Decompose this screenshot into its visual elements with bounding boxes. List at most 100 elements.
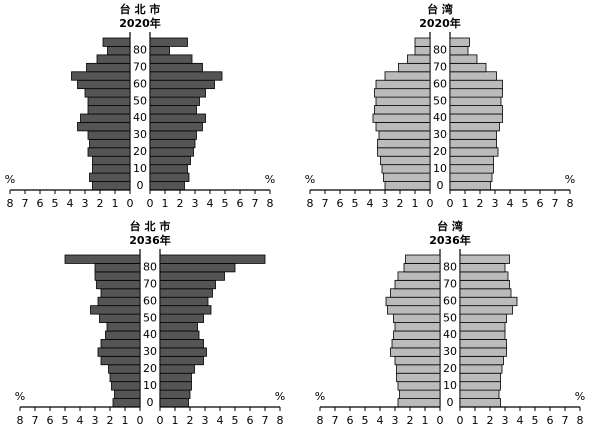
age-label: 0 — [437, 179, 444, 192]
x-tick-label: 4 — [377, 414, 384, 427]
bar — [149, 155, 191, 166]
bar — [159, 364, 195, 374]
bar — [159, 398, 189, 408]
x-tick-label: 6 — [47, 414, 54, 427]
age-label: 10 — [143, 379, 157, 392]
bar — [149, 46, 170, 56]
bar — [94, 271, 141, 281]
x-tick-label: 8 — [267, 197, 274, 210]
bar — [449, 164, 494, 174]
age-label: 30 — [433, 128, 447, 141]
x-tick-label: 7 — [322, 197, 329, 210]
bar — [149, 138, 196, 149]
bar — [385, 296, 441, 307]
bar — [87, 96, 131, 106]
chart-title: 台 湾 — [427, 2, 453, 16]
bar — [149, 130, 197, 140]
age-label: 60 — [443, 294, 457, 307]
bar — [459, 296, 518, 307]
age-label: 30 — [443, 345, 457, 358]
bar — [403, 263, 441, 273]
bar — [378, 130, 431, 140]
bar — [159, 355, 204, 366]
bar — [449, 113, 503, 123]
bar — [397, 271, 441, 281]
bar — [149, 181, 185, 191]
bar — [449, 122, 500, 132]
x-tick-label: 4 — [367, 197, 374, 210]
bar — [449, 130, 497, 140]
x-tick-label: 7 — [32, 414, 39, 427]
bar — [102, 37, 131, 47]
bar — [390, 347, 441, 357]
x-tick-label: 3 — [502, 414, 509, 427]
bar — [111, 381, 141, 391]
unit-label: % — [315, 390, 325, 403]
bar — [159, 372, 192, 383]
x-tick-label: 3 — [92, 414, 99, 427]
age-label: 80 — [133, 44, 147, 57]
chart-title: 台 北 市 — [120, 2, 161, 16]
age-label: 0 — [137, 179, 144, 192]
bar — [92, 181, 131, 191]
x-tick-label: 2 — [177, 197, 184, 210]
bar — [377, 138, 431, 149]
bar — [159, 263, 236, 273]
age-label: 20 — [433, 145, 447, 158]
x-tick-label: 2 — [477, 197, 484, 210]
age-label: 30 — [143, 345, 157, 358]
x-tick-label: 6 — [337, 197, 344, 210]
x-tick-label: 0 — [147, 197, 154, 210]
x-tick-label: 1 — [422, 414, 429, 427]
x-tick-label: 0 — [157, 414, 164, 427]
bar — [97, 296, 141, 307]
bar — [449, 138, 497, 149]
bar — [449, 79, 503, 90]
bar — [372, 113, 431, 123]
chart-subtitle: 2020年 — [119, 16, 161, 30]
x-tick-label: 5 — [352, 197, 359, 210]
bar — [397, 398, 441, 408]
x-tick-label: 5 — [232, 414, 239, 427]
x-tick-label: 7 — [332, 414, 339, 427]
x-tick-label: 8 — [7, 197, 14, 210]
bar — [96, 279, 141, 290]
age-label: 80 — [443, 261, 457, 274]
bar — [459, 288, 512, 298]
bar — [459, 305, 513, 315]
bar — [375, 79, 431, 90]
bar — [459, 364, 503, 374]
x-tick-label: 8 — [307, 197, 314, 210]
unit-label: % — [15, 390, 25, 403]
bar — [159, 347, 207, 357]
bar — [159, 279, 216, 290]
bar — [96, 54, 131, 64]
bar — [159, 339, 204, 349]
age-label: 10 — [443, 379, 457, 392]
age-label: 20 — [143, 362, 157, 375]
x-tick-label: 3 — [192, 197, 199, 210]
x-tick-label: 0 — [447, 197, 454, 210]
bar — [159, 330, 200, 340]
bar — [159, 389, 191, 399]
age-label: 50 — [133, 94, 147, 107]
unit-label: % — [5, 173, 15, 186]
x-tick-label: 1 — [122, 414, 129, 427]
x-tick-label: 1 — [162, 197, 169, 210]
age-label: 40 — [133, 111, 147, 124]
age-label: 30 — [133, 128, 147, 141]
x-tick-label: 3 — [382, 197, 389, 210]
bar — [459, 263, 506, 273]
unit-label: % — [305, 173, 315, 186]
x-tick-label: 2 — [407, 414, 414, 427]
bar — [393, 313, 441, 323]
x-tick-label: 1 — [462, 197, 469, 210]
x-tick-label: 2 — [397, 197, 404, 210]
x-tick-label: 5 — [222, 197, 229, 210]
bar — [381, 164, 431, 174]
bar — [449, 37, 470, 47]
age-label: 60 — [433, 77, 447, 90]
x-tick-label: 5 — [52, 197, 59, 210]
bar — [449, 147, 499, 157]
bar — [80, 113, 131, 123]
